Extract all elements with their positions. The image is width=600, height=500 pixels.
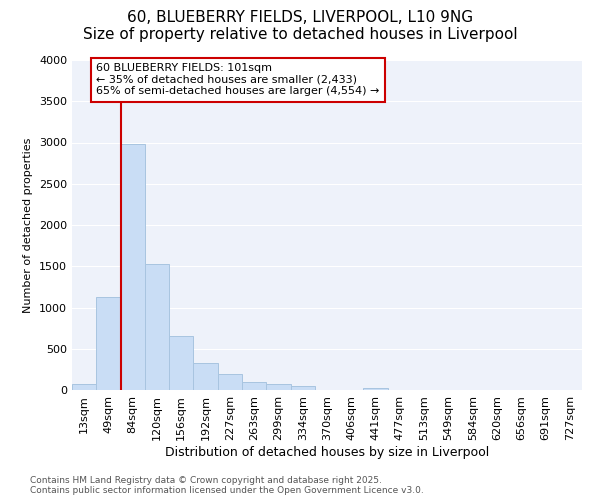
Text: Contains HM Land Registry data © Crown copyright and database right 2025.
Contai: Contains HM Land Registry data © Crown c… <box>30 476 424 495</box>
Bar <box>266 384 290 390</box>
Bar <box>242 382 266 390</box>
Bar <box>72 384 96 390</box>
Y-axis label: Number of detached properties: Number of detached properties <box>23 138 34 312</box>
Bar <box>193 363 218 390</box>
Bar <box>121 144 145 390</box>
Bar <box>145 264 169 390</box>
Bar <box>290 386 315 390</box>
Text: 60, BLUEBERRY FIELDS, LIVERPOOL, L10 9NG
Size of property relative to detached h: 60, BLUEBERRY FIELDS, LIVERPOOL, L10 9NG… <box>83 10 517 42</box>
Bar <box>364 388 388 390</box>
Bar <box>218 374 242 390</box>
Bar <box>96 297 121 390</box>
X-axis label: Distribution of detached houses by size in Liverpool: Distribution of detached houses by size … <box>165 446 489 458</box>
Text: 60 BLUEBERRY FIELDS: 101sqm
← 35% of detached houses are smaller (2,433)
65% of : 60 BLUEBERRY FIELDS: 101sqm ← 35% of det… <box>96 64 380 96</box>
Bar <box>169 336 193 390</box>
